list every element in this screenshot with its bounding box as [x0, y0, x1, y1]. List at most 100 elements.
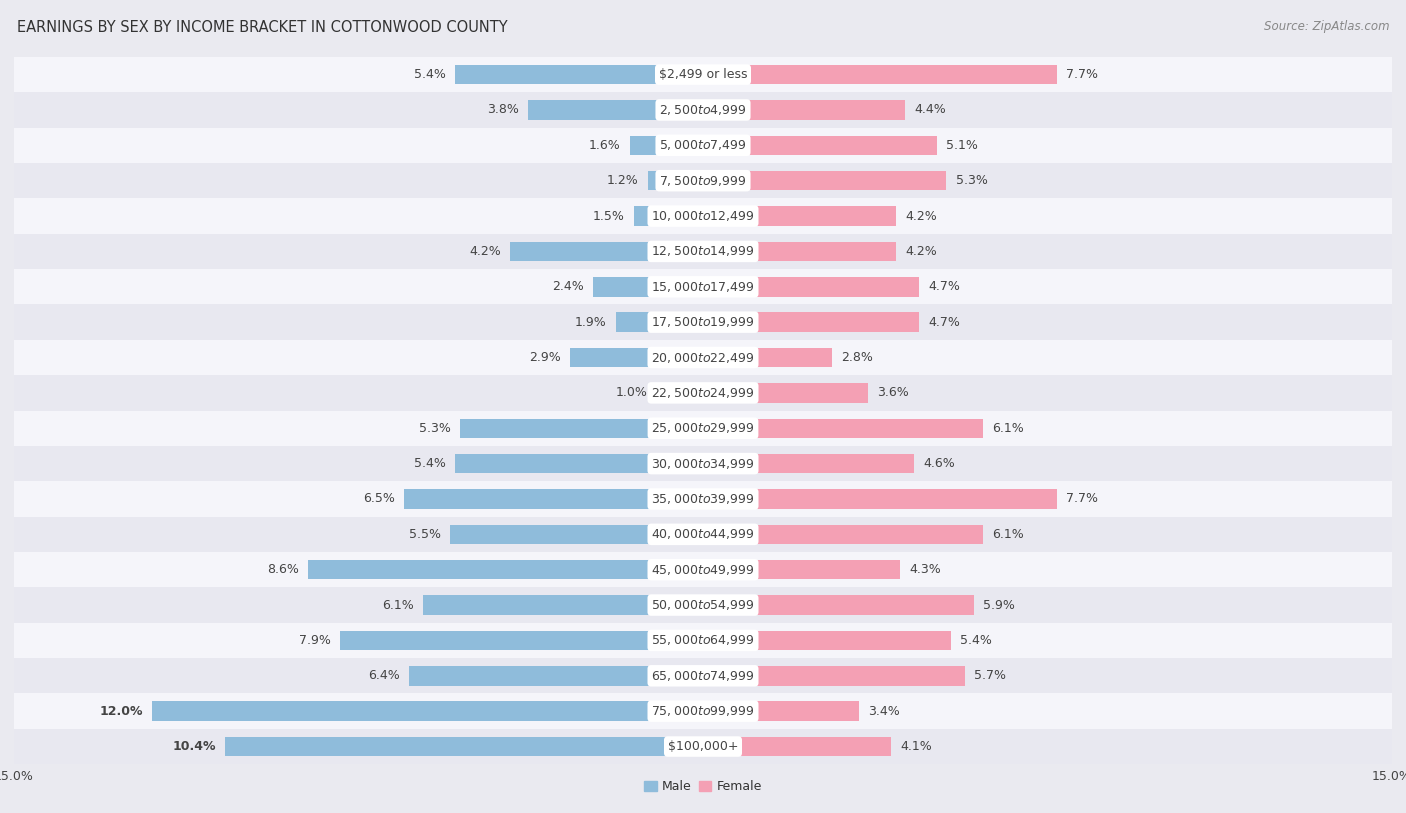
- Bar: [529, 100, 703, 120]
- Bar: [703, 241, 896, 261]
- Bar: [569, 348, 703, 367]
- Text: 6.1%: 6.1%: [993, 422, 1024, 435]
- Text: $75,000 to $99,999: $75,000 to $99,999: [651, 704, 755, 718]
- Text: $20,000 to $22,499: $20,000 to $22,499: [651, 350, 755, 364]
- Text: 12.0%: 12.0%: [100, 705, 142, 718]
- Bar: [456, 65, 703, 85]
- Text: $25,000 to $29,999: $25,000 to $29,999: [651, 421, 755, 435]
- Bar: [460, 419, 703, 438]
- Text: 8.6%: 8.6%: [267, 563, 299, 576]
- Text: 10.4%: 10.4%: [173, 740, 217, 753]
- Text: 5.3%: 5.3%: [956, 174, 987, 187]
- Bar: [308, 560, 703, 580]
- Text: 1.0%: 1.0%: [616, 386, 648, 399]
- Text: $12,500 to $14,999: $12,500 to $14,999: [651, 245, 755, 259]
- Text: $2,499 or less: $2,499 or less: [659, 68, 747, 81]
- Bar: [14, 92, 1392, 128]
- Bar: [657, 383, 703, 402]
- Text: 6.1%: 6.1%: [993, 528, 1024, 541]
- Bar: [14, 623, 1392, 659]
- Text: $50,000 to $54,999: $50,000 to $54,999: [651, 598, 755, 612]
- Bar: [14, 269, 1392, 304]
- Bar: [450, 524, 703, 544]
- Text: 5.3%: 5.3%: [419, 422, 450, 435]
- Bar: [703, 702, 859, 721]
- Text: $30,000 to $34,999: $30,000 to $34,999: [651, 457, 755, 471]
- Bar: [703, 136, 938, 155]
- Bar: [14, 411, 1392, 446]
- Text: $7,500 to $9,999: $7,500 to $9,999: [659, 174, 747, 188]
- Bar: [703, 489, 1057, 509]
- Bar: [703, 419, 983, 438]
- Bar: [225, 737, 703, 756]
- Bar: [703, 524, 983, 544]
- Bar: [14, 57, 1392, 92]
- Text: 4.3%: 4.3%: [910, 563, 942, 576]
- Text: 2.8%: 2.8%: [841, 351, 873, 364]
- Text: 1.9%: 1.9%: [575, 315, 606, 328]
- Text: $2,500 to $4,999: $2,500 to $4,999: [659, 103, 747, 117]
- Text: 6.5%: 6.5%: [363, 493, 395, 506]
- Text: 5.4%: 5.4%: [413, 68, 446, 81]
- Bar: [634, 207, 703, 226]
- Text: $100,000+: $100,000+: [668, 740, 738, 753]
- Text: $55,000 to $64,999: $55,000 to $64,999: [651, 633, 755, 647]
- Bar: [14, 446, 1392, 481]
- Bar: [703, 383, 869, 402]
- Bar: [340, 631, 703, 650]
- Bar: [703, 737, 891, 756]
- Text: Source: ZipAtlas.com: Source: ZipAtlas.com: [1264, 20, 1389, 33]
- Bar: [14, 304, 1392, 340]
- Text: 1.2%: 1.2%: [607, 174, 638, 187]
- Bar: [456, 454, 703, 473]
- Text: $5,000 to $7,499: $5,000 to $7,499: [659, 138, 747, 152]
- Text: 4.2%: 4.2%: [905, 245, 936, 258]
- Bar: [405, 489, 703, 509]
- Text: 3.8%: 3.8%: [488, 103, 519, 116]
- Bar: [423, 595, 703, 615]
- Bar: [14, 693, 1392, 729]
- Bar: [14, 587, 1392, 623]
- Bar: [703, 65, 1057, 85]
- Text: 5.4%: 5.4%: [413, 457, 446, 470]
- Bar: [593, 277, 703, 297]
- Bar: [648, 171, 703, 190]
- Bar: [152, 702, 703, 721]
- Text: 6.1%: 6.1%: [382, 598, 413, 611]
- Text: 7.7%: 7.7%: [1066, 68, 1098, 81]
- Text: 4.7%: 4.7%: [928, 315, 960, 328]
- Bar: [14, 517, 1392, 552]
- Text: 5.7%: 5.7%: [974, 669, 1005, 682]
- Bar: [703, 666, 965, 685]
- Text: $40,000 to $44,999: $40,000 to $44,999: [651, 528, 755, 541]
- Bar: [14, 233, 1392, 269]
- Bar: [703, 277, 920, 297]
- Text: 5.4%: 5.4%: [960, 634, 993, 647]
- Text: 2.4%: 2.4%: [551, 280, 583, 293]
- Bar: [703, 312, 920, 332]
- Text: 3.6%: 3.6%: [877, 386, 910, 399]
- Text: 5.1%: 5.1%: [946, 139, 979, 152]
- Text: 6.4%: 6.4%: [368, 669, 399, 682]
- Bar: [703, 348, 831, 367]
- Text: 3.4%: 3.4%: [869, 705, 900, 718]
- Text: 5.5%: 5.5%: [409, 528, 441, 541]
- Bar: [703, 454, 914, 473]
- Bar: [14, 340, 1392, 375]
- Bar: [703, 560, 900, 580]
- Bar: [14, 128, 1392, 163]
- Bar: [14, 659, 1392, 693]
- Bar: [14, 198, 1392, 234]
- Bar: [14, 376, 1392, 411]
- Text: $65,000 to $74,999: $65,000 to $74,999: [651, 669, 755, 683]
- Bar: [630, 136, 703, 155]
- Text: $15,000 to $17,499: $15,000 to $17,499: [651, 280, 755, 293]
- Text: EARNINGS BY SEX BY INCOME BRACKET IN COTTONWOOD COUNTY: EARNINGS BY SEX BY INCOME BRACKET IN COT…: [17, 20, 508, 35]
- Bar: [703, 100, 905, 120]
- Text: $35,000 to $39,999: $35,000 to $39,999: [651, 492, 755, 506]
- Text: 4.7%: 4.7%: [928, 280, 960, 293]
- Text: 4.1%: 4.1%: [900, 740, 932, 753]
- Bar: [14, 481, 1392, 517]
- Legend: Male, Female: Male, Female: [644, 780, 762, 793]
- Text: 4.2%: 4.2%: [905, 210, 936, 223]
